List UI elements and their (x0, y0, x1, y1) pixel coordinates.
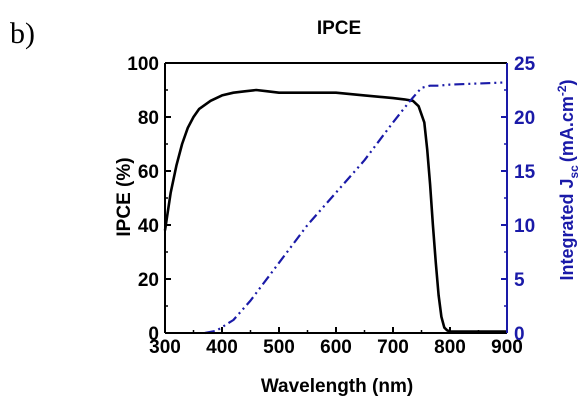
y-tick-label-right: 25 (514, 54, 536, 75)
y-axis-label-right: Integrated Jsc (mA.cm-2) (555, 79, 581, 280)
y-tick-label-left: 0 (148, 324, 159, 345)
y-axis-label-left: IPCE (%) (114, 157, 135, 236)
y-tick-label-right: 20 (514, 108, 535, 129)
x-tick-label: 300 (149, 337, 181, 358)
series-layer (163, 81, 508, 335)
y-tick-label-left: 40 (138, 216, 159, 237)
y-tick-label-left: 100 (127, 54, 159, 75)
x-tick-label: 900 (491, 337, 523, 358)
y-tick-label-left: 60 (138, 162, 159, 183)
plot-frame (164, 62, 508, 334)
y-tick-label-right: 0 (514, 324, 525, 345)
y-tick-label-right: 15 (514, 162, 536, 183)
right-label-superscript: -2 (555, 85, 569, 96)
right-label-suffix: ) (557, 79, 577, 85)
y-tick-label-left: 80 (138, 108, 159, 129)
ipce-series-line (163, 88, 507, 333)
right-label-prefix: Integrated J (557, 179, 577, 281)
x-axis-label: Wavelength (nm) (261, 376, 413, 397)
y-tick-label-left: 20 (138, 270, 159, 291)
panel-label: b) (10, 17, 35, 50)
right-label-middle: (mA.cm (557, 96, 577, 162)
x-tick-label: 400 (206, 337, 238, 358)
x-tick-label: 800 (434, 337, 466, 358)
jsc-series-line (204, 81, 508, 335)
chart-title: IPCE (317, 18, 361, 39)
left-axis-ticks: 0 20 40 60 80 100 (127, 54, 171, 345)
x-tick-label: 700 (377, 337, 409, 358)
y-tick-label-right: 10 (514, 216, 535, 237)
x-tick-label: 500 (263, 337, 295, 358)
right-axis-ticks: 0 5 10 15 20 25 (501, 54, 536, 345)
x-tick-label: 600 (320, 337, 352, 358)
y-tick-label-right: 5 (514, 270, 525, 291)
right-label-subscript: sc (567, 165, 581, 179)
